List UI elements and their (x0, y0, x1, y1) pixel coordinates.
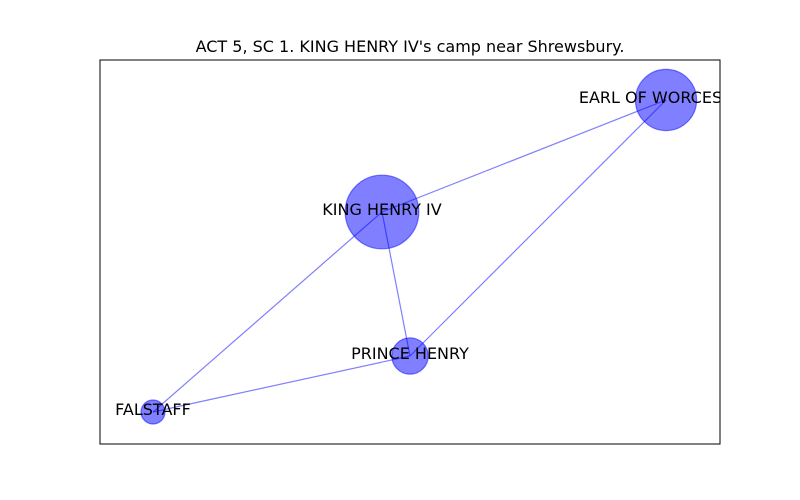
edge-worcester-king (381, 99, 667, 213)
node-label-prince: PRINCE HENRY (351, 344, 469, 363)
node-falstaff (140, 399, 166, 425)
plot-frame (99, 59, 721, 445)
nodes-layer (140, 68, 698, 425)
node-king (344, 174, 420, 250)
node-label-falstaff: FALSTAFF (115, 400, 191, 419)
labels-layer: KING HENRY IV EARL OF WORCESTER PRINCE HEN… (115, 88, 753, 419)
edge-prince-falstaff (152, 355, 411, 413)
edge-worcester-prince (409, 99, 667, 357)
edge-king-falstaff (152, 211, 383, 413)
chart-title: ACT 5, SC 1. KING HENRY IV's camp near S… (196, 37, 625, 56)
node-label-king: KING HENRY IV (322, 200, 441, 219)
node-prince (391, 337, 429, 375)
node-label-worcester: EARL OF WORCESTER (579, 88, 753, 107)
node-worcester (634, 68, 698, 132)
